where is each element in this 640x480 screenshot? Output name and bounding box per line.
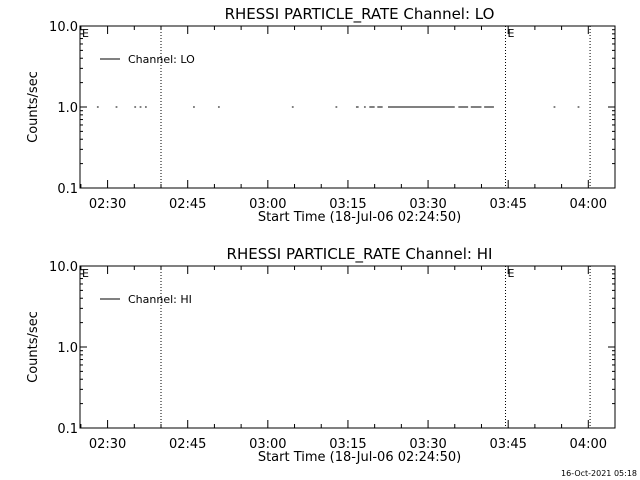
chart-panel-2: RHESSI PARTICLE_RATE Channel: HI 10.0 1.0 0… (26, 245, 616, 465)
x-tick-label: 03:15 (329, 197, 366, 212)
plot-frame (79, 25, 616, 189)
x-axis-label: Start Time (18-Jul-06 02:24:50) (258, 210, 461, 225)
x-tick-label: 02:30 (89, 437, 126, 452)
plot-frame (79, 265, 616, 429)
time-marker-label: E (508, 27, 515, 40)
x-tick-label: 02:45 (169, 197, 206, 212)
x-tick-label: 03:00 (249, 437, 286, 452)
x-tick-label: 02:45 (169, 437, 206, 452)
chart-title: RHESSI PARTICLE_RATE Channel: HI (227, 245, 493, 264)
edge-marker-label: E (82, 267, 89, 280)
x-tick-label: 04:00 (570, 437, 607, 452)
y-tick-label: 0.1 (57, 182, 78, 197)
x-tick-label: 03:45 (489, 437, 526, 452)
x-axis-label: Start Time (18-Jul-06 02:24:50) (258, 450, 461, 465)
x-tick-label: 02:30 (89, 197, 126, 212)
edge-marker-label: E (82, 27, 89, 40)
y-tick-label: 1.0 (57, 101, 78, 116)
y-axis-label: Counts/sec (26, 311, 41, 383)
y-tick-label: 10.0 (49, 20, 78, 35)
x-tick-label: 03:15 (329, 437, 366, 452)
y-tick-label: 10.0 (49, 260, 78, 275)
x-tick-label: 04:00 (570, 197, 607, 212)
legend-label: Channel: LO (128, 53, 195, 66)
x-tick-label: 03:30 (409, 197, 446, 212)
chart-title: RHESSI PARTICLE_RATE Channel: LO (225, 5, 495, 24)
chart-panel-1: RHESSI PARTICLE_RATE Channel: LO 10.0 1.0 0… (26, 5, 616, 225)
x-tick-label: 03:45 (489, 197, 526, 212)
x-tick-label: 03:00 (249, 197, 286, 212)
y-axis-label: Counts/sec (26, 71, 41, 143)
legend-label: Channel: HI (128, 293, 192, 306)
x-tick-label: 03:30 (409, 437, 446, 452)
y-tick-label: 0.1 (57, 422, 78, 437)
time-marker-label: E (508, 267, 515, 280)
footer-timestamp: 16-Oct-2021 05:18 (561, 469, 637, 478)
y-tick-label: 1.0 (57, 341, 78, 356)
